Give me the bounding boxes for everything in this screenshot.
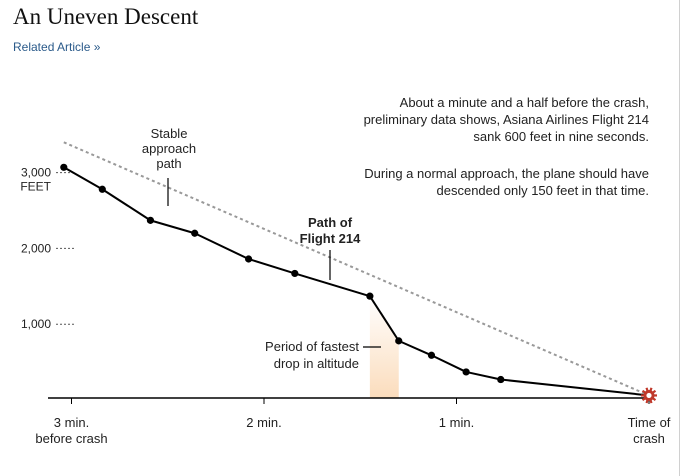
flight-path-label: Path of Flight 214 bbox=[300, 215, 361, 246]
flight-point-5 bbox=[291, 269, 299, 278]
series-line-1 bbox=[63, 141, 650, 397]
x-tick-label-1: 2 min. bbox=[246, 415, 281, 430]
flight-point-4 bbox=[245, 255, 253, 263]
flight-point-0 bbox=[60, 163, 68, 171]
note-2: During a normal approach, the plane shou… bbox=[364, 166, 649, 198]
y-tick-label-2: 1,000 bbox=[21, 317, 51, 331]
y-tick-label-1: 2,000 bbox=[21, 241, 51, 255]
x-tick-label-2: 1 min. bbox=[439, 415, 474, 430]
flight-point-1 bbox=[98, 185, 106, 193]
frame-border bbox=[679, 0, 680, 476]
flight-point-7 bbox=[395, 337, 403, 345]
flight-point-10 bbox=[497, 375, 505, 384]
series-line-0 bbox=[63, 166, 650, 397]
related-article-link[interactable]: Related Article » bbox=[13, 40, 101, 54]
fastest-drop-label: Period of fastest drop in altitude bbox=[265, 339, 359, 371]
fastest-drop-highlight bbox=[369, 296, 399, 398]
x-tick-label-3: Time of crash bbox=[628, 415, 671, 446]
crash-marker-hole bbox=[646, 392, 652, 399]
y-tick-label-0: 3,000 FEET bbox=[20, 166, 51, 194]
flight-point-6 bbox=[366, 292, 374, 300]
crash-marker-icon bbox=[641, 387, 657, 404]
flight-point-9 bbox=[462, 368, 470, 376]
flight-point-2 bbox=[146, 216, 155, 224]
flight-point-8 bbox=[427, 351, 436, 359]
note-1: About a minute and a half before the cra… bbox=[364, 95, 649, 144]
flight-point-3 bbox=[191, 229, 199, 237]
stable-path-label: Stable approach path bbox=[142, 126, 196, 171]
x-tick-label-0: 3 min. before crash bbox=[35, 415, 107, 446]
page-title: An Uneven Descent bbox=[13, 4, 199, 29]
